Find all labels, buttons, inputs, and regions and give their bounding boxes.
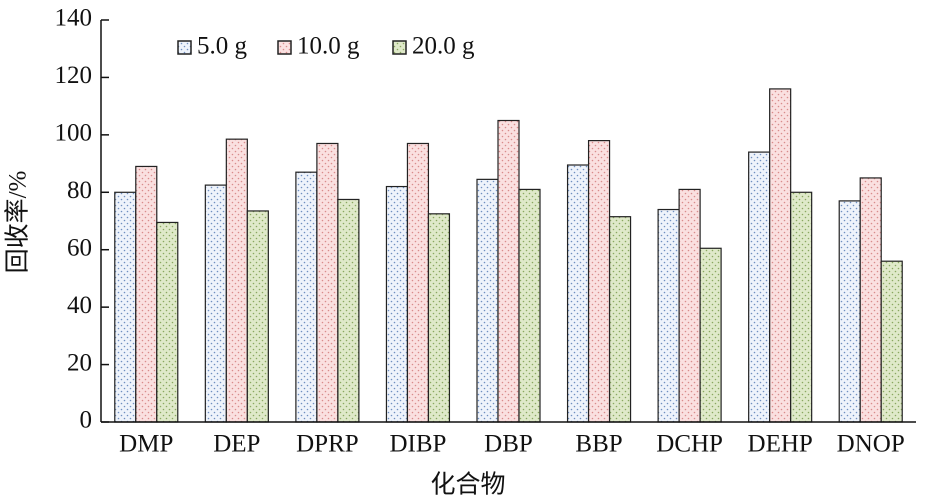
bar [699, 247, 722, 423]
x-tick-label: DBP [484, 431, 533, 458]
x-tick-label: BBP [575, 431, 622, 458]
legend-swatch [177, 40, 192, 55]
bar [790, 191, 813, 423]
x-axis-label: 化合物 [430, 471, 505, 499]
bar [476, 178, 499, 423]
y-tick-label: 60 [67, 234, 92, 261]
bar [204, 184, 227, 423]
y-tick-label: 0 [80, 407, 93, 434]
y-tick-label: 100 [55, 120, 93, 147]
y-tick-label: 40 [67, 292, 92, 319]
bar [859, 177, 882, 423]
y-tick-label: 80 [67, 177, 92, 204]
legend-label: 20.0 g [412, 33, 475, 60]
legend-label: 10.0 g [297, 33, 360, 60]
bar [225, 138, 248, 423]
bar [427, 213, 451, 423]
x-tick-label: DCHP [656, 431, 723, 458]
legend-swatch [277, 40, 292, 55]
legend-label: 5.0 g [197, 33, 248, 60]
bar [135, 165, 158, 423]
x-tick-label: DPRP [296, 431, 359, 458]
bar [385, 185, 409, 423]
bar [156, 221, 179, 423]
bar [337, 198, 360, 423]
bar [566, 164, 590, 423]
bar [587, 140, 611, 423]
x-tick-label: DEHP [748, 431, 813, 458]
bar [678, 188, 701, 423]
bar [518, 188, 541, 423]
bar [748, 151, 771, 423]
legend-swatch [392, 40, 407, 55]
x-tick-label: DNOP [837, 431, 905, 458]
bar [608, 216, 632, 423]
y-tick-label: 120 [55, 62, 93, 89]
x-tick-label: DIBP [389, 431, 446, 458]
bar [657, 208, 680, 423]
y-tick-label: 140 [55, 5, 93, 32]
bar [769, 88, 792, 423]
x-tick-label: DMP [119, 431, 173, 458]
bar [406, 142, 430, 423]
bar [880, 260, 903, 423]
bar [114, 191, 137, 423]
bar [295, 171, 318, 423]
bar [246, 210, 269, 423]
bar [316, 142, 339, 423]
bar [497, 119, 520, 423]
y-axis-label: 回收率/% [4, 171, 32, 274]
x-tick-label: DEP [213, 431, 260, 458]
bar [838, 200, 861, 423]
y-tick-label: 20 [67, 349, 92, 376]
